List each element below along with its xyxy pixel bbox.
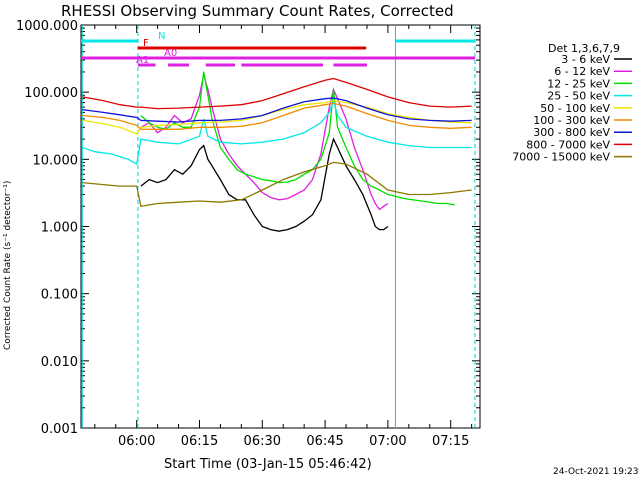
- series-line: [140, 74, 389, 211]
- timestamp: 24-Oct-2021 19:23: [553, 467, 638, 477]
- x-tick-label: 07:00: [369, 434, 406, 449]
- series-line: [82, 102, 472, 130]
- x-axis-label: Start Time (03-Jan-15 05:46:42): [164, 457, 372, 472]
- y-tick-label: 0.010: [41, 355, 78, 370]
- y-tick-label: 100.000: [24, 86, 78, 101]
- legend-entry: 3 - 6 keV: [561, 53, 610, 66]
- flag-label: A0: [164, 48, 177, 59]
- flag-label: N: [158, 31, 165, 42]
- series-line: [82, 97, 472, 123]
- legend-entry: 25 - 50 keV: [547, 90, 610, 103]
- y-tick-label: 10.000: [33, 153, 79, 168]
- x-tick-label: 06:15: [181, 434, 218, 449]
- series-line: [82, 77, 472, 110]
- series-line: [140, 71, 456, 206]
- legend-entry: 50 - 100 keV: [540, 102, 610, 115]
- legend-entry: 300 - 800 keV: [533, 126, 610, 139]
- flag-label: F: [143, 38, 149, 49]
- chart-title: RHESSI Observing Summary Count Rates, Co…: [61, 2, 454, 20]
- legend-entry: 6 - 12 keV: [554, 65, 610, 78]
- series-line: [82, 161, 472, 208]
- y-tick-label: 1000.000: [16, 19, 78, 34]
- plot-frame: [80, 24, 481, 429]
- series-line: [82, 98, 472, 166]
- series-line: [140, 137, 389, 232]
- flag-label: A1: [136, 55, 149, 66]
- x-tick-label: 07:15: [432, 434, 469, 449]
- y-tick-label: 1.000: [41, 221, 78, 236]
- legend-title: Det 1,3,6,7,9: [548, 42, 620, 55]
- x-tick-label: 06:45: [306, 434, 343, 449]
- legend-entry: 12 - 25 keV: [547, 77, 610, 90]
- plot-layer: 0.001 0.010 0.100 1.000 10.000 100.000 1000.00…: [16, 19, 632, 449]
- ylabel: Corrected Count Rate (s⁻¹ detector⁻¹): [3, 181, 13, 350]
- x-tick-label: 06:00: [118, 434, 155, 449]
- x-tick-label: 06:30: [244, 434, 281, 449]
- legend-entry: 800 - 7000 keV: [526, 138, 610, 151]
- legend-entry: 100 - 300 keV: [533, 114, 610, 127]
- legend-entry: 7000 - 15000 keV: [512, 151, 610, 164]
- y-tick-label: 0.001: [41, 422, 78, 437]
- y-tick-label: 0.100: [41, 288, 78, 303]
- series-line: [82, 99, 472, 135]
